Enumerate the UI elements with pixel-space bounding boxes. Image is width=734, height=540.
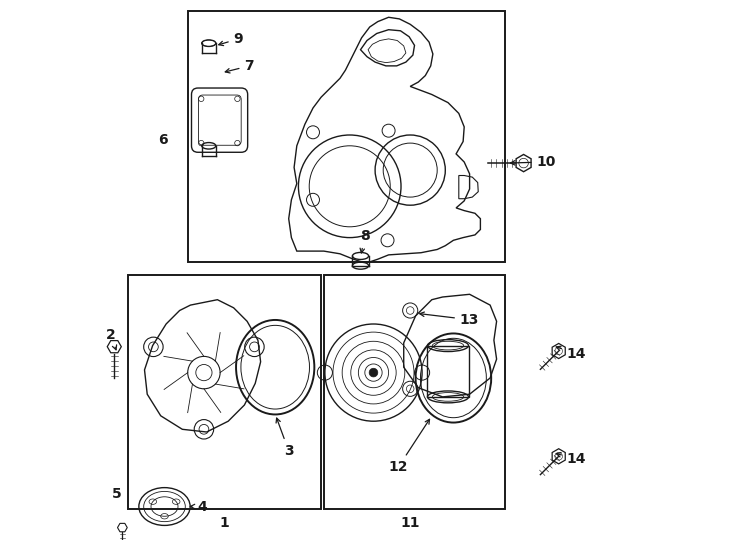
Text: 1: 1 bbox=[219, 516, 229, 530]
Bar bbox=[128, 275, 321, 509]
Bar bbox=[188, 11, 505, 262]
Text: 5: 5 bbox=[112, 487, 122, 501]
Text: 7: 7 bbox=[225, 59, 254, 73]
Text: 9: 9 bbox=[219, 32, 243, 46]
Text: 12: 12 bbox=[388, 419, 429, 474]
Text: 14: 14 bbox=[556, 346, 586, 361]
Text: 11: 11 bbox=[401, 516, 420, 530]
Bar bbox=[324, 275, 505, 509]
FancyBboxPatch shape bbox=[192, 88, 247, 152]
Text: 4: 4 bbox=[190, 500, 207, 514]
Circle shape bbox=[369, 368, 378, 377]
Text: 8: 8 bbox=[360, 229, 370, 253]
Text: 13: 13 bbox=[420, 312, 479, 327]
Text: 3: 3 bbox=[276, 418, 294, 458]
Text: 14: 14 bbox=[556, 452, 586, 466]
Text: 9: 9 bbox=[219, 138, 243, 152]
Text: 2: 2 bbox=[106, 328, 117, 350]
Text: 10: 10 bbox=[510, 155, 556, 169]
Text: 6: 6 bbox=[158, 133, 167, 147]
